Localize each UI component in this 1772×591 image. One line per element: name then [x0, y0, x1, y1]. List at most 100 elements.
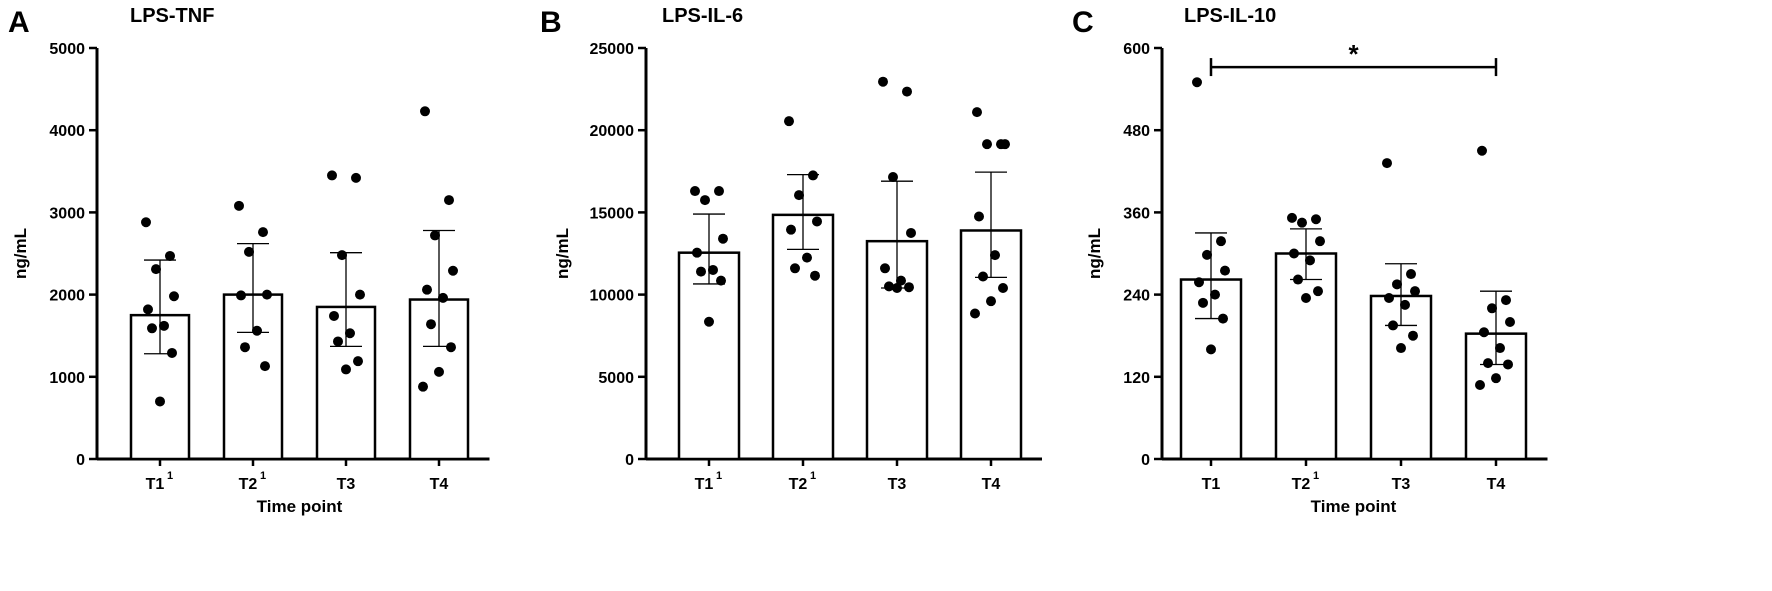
- data-point: [974, 211, 984, 222]
- data-point: [143, 304, 153, 315]
- data-point: [888, 172, 898, 183]
- data-point: [141, 217, 151, 228]
- data-point: [982, 139, 992, 150]
- x-tick-label: T4: [430, 476, 449, 493]
- data-point: [1210, 289, 1220, 300]
- y-axis-title: ng/mL: [11, 228, 30, 279]
- data-point: [690, 186, 700, 197]
- data-point: [1218, 313, 1228, 324]
- data-point: [1000, 139, 1010, 150]
- data-point: [902, 86, 912, 97]
- data-point: [240, 342, 250, 353]
- data-point: [1503, 359, 1513, 370]
- data-point: [708, 264, 718, 275]
- data-point: [1384, 293, 1394, 304]
- data-point: [155, 396, 165, 407]
- data-point: [1315, 236, 1325, 247]
- chart-title: LPS-TNF: [130, 5, 214, 27]
- data-point: [1388, 320, 1398, 331]
- data-point: [970, 308, 980, 319]
- data-point: [704, 316, 714, 327]
- data-point: [260, 361, 270, 372]
- data-point: [262, 289, 272, 300]
- data-point: [1396, 343, 1406, 354]
- data-point: [812, 216, 822, 227]
- y-tick-label: 0: [76, 452, 85, 469]
- data-point: [418, 381, 428, 392]
- data-point: [1487, 303, 1497, 314]
- data-point: [258, 227, 268, 238]
- data-point: [794, 190, 804, 201]
- data-point: [808, 170, 818, 181]
- data-point: [904, 282, 914, 293]
- data-point: [151, 264, 161, 275]
- chart-title: LPS-IL-10: [1184, 5, 1276, 27]
- x-tick-label: T1: [695, 476, 714, 493]
- data-point: [892, 283, 902, 294]
- y-tick-label: 20000: [590, 123, 635, 140]
- data-point: [234, 200, 244, 211]
- data-point: [810, 270, 820, 281]
- data-point: [896, 275, 906, 286]
- data-point: [1382, 158, 1392, 169]
- y-tick-label: 0: [625, 452, 634, 469]
- data-point: [1194, 277, 1204, 288]
- data-point: [1406, 269, 1416, 280]
- data-point: [252, 325, 262, 336]
- data-point: [1410, 286, 1420, 297]
- data-point: [438, 292, 448, 303]
- data-point: [329, 310, 339, 321]
- x-tick-label: T4: [982, 476, 1001, 493]
- x-tick-label: T3: [337, 476, 356, 493]
- data-point: [341, 364, 351, 375]
- x-tick-superscript: 1: [716, 470, 722, 482]
- data-point: [1289, 248, 1299, 259]
- x-tick-label: T1: [1202, 476, 1221, 493]
- data-point: [880, 263, 890, 274]
- x-axis-title: Time point: [257, 497, 343, 516]
- data-point: [884, 281, 894, 292]
- data-point: [1495, 343, 1505, 354]
- data-point: [696, 266, 706, 277]
- data-point: [333, 336, 343, 347]
- data-point: [244, 246, 254, 257]
- data-point: [784, 116, 794, 127]
- panel-letter: B: [540, 6, 562, 39]
- y-tick-label: 5000: [49, 41, 85, 58]
- data-point: [1220, 265, 1230, 276]
- data-point: [990, 250, 1000, 261]
- data-point: [718, 233, 728, 244]
- data-point: [1297, 217, 1307, 228]
- data-point: [1192, 77, 1202, 88]
- chart-title: LPS-IL-6: [662, 5, 743, 27]
- panel-letter: C: [1072, 6, 1094, 39]
- y-tick-label: 15000: [590, 205, 635, 222]
- y-tick-label: 5000: [598, 370, 634, 387]
- y-tick-label: 3000: [49, 205, 85, 222]
- data-point: [1479, 327, 1489, 338]
- data-point: [1293, 274, 1303, 285]
- data-point: [692, 247, 702, 258]
- data-point: [1305, 255, 1315, 266]
- data-point: [972, 107, 982, 118]
- x-tick-label: T2: [789, 476, 808, 493]
- data-point: [426, 319, 436, 330]
- data-point: [1216, 236, 1226, 247]
- data-point: [167, 347, 177, 358]
- y-tick-label: 360: [1123, 205, 1150, 222]
- panel-letter: A: [8, 6, 30, 39]
- data-point: [1483, 358, 1493, 369]
- y-tick-label: 2000: [49, 288, 85, 305]
- x-axis-title: Time point: [1311, 497, 1397, 516]
- data-point: [906, 227, 916, 238]
- chart-panel-b: B LPS-IL-6 0 5000 10000 15000 20000 25000 ng/mL T…: [540, 5, 1042, 493]
- x-tick-superscript: 1: [260, 470, 266, 482]
- y-tick-label: 240: [1123, 288, 1150, 305]
- y-tick-label: 25000: [590, 41, 635, 58]
- x-tick-label: T1: [146, 476, 165, 493]
- data-point: [1408, 330, 1418, 341]
- data-point: [422, 284, 432, 295]
- data-point: [420, 106, 430, 117]
